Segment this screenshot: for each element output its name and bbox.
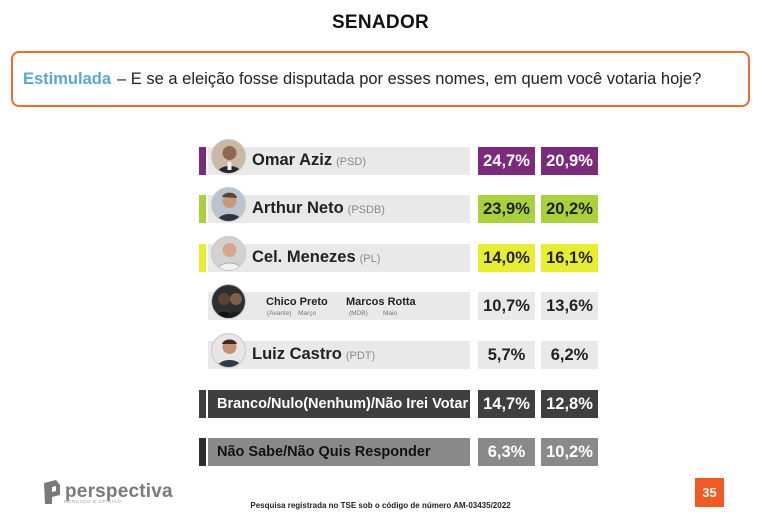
perspectiva-logo: perspectiva MERCADO E OPINIÃO — [42, 479, 173, 505]
candidate-name: Omar Aziz (PSD) — [252, 151, 366, 170]
page-title: SENADOR — [331, 12, 430, 33]
candidate-party: (PSDB) — [347, 204, 385, 216]
candidate-label-bar — [208, 195, 470, 223]
candidate-name: Cel. Menezes (PL) — [252, 248, 380, 267]
question-text: – E se a eleição fosse disputada por ess… — [117, 69, 702, 88]
dark-accent-bar — [199, 390, 206, 418]
value-box-1: 14,0% — [478, 244, 535, 272]
candidate-name-text: Cel. Menezes — [252, 248, 356, 266]
yellow-accent-bar — [199, 244, 206, 272]
candidate-label-bar — [208, 147, 470, 175]
green-accent-bar — [199, 195, 206, 223]
value-box-1: 6,3% — [478, 438, 535, 466]
avatar — [211, 333, 246, 368]
value-box-1: 24,7% — [478, 147, 535, 175]
candidate-name: Luiz Castro (PDT) — [252, 345, 375, 364]
purple-accent-bar — [199, 147, 206, 175]
candidate-label-bar — [208, 341, 470, 369]
value-box-2: 10,2% — [541, 438, 598, 466]
value-box-1: 5,7% — [478, 341, 535, 369]
logo-icon — [44, 480, 60, 504]
value-box-2: 16,1% — [541, 244, 598, 272]
candidate-party-a: (Avante) — [267, 310, 292, 317]
option-label: Não Sabe/Não Quis Responder — [208, 438, 470, 466]
avatar — [211, 284, 246, 319]
candidate-label-bar — [208, 244, 470, 272]
candidate-name-text: Luiz Castro — [252, 345, 342, 363]
candidate-party: (PL) — [359, 253, 381, 265]
value-box-2: 12,8% — [541, 390, 598, 418]
candidate-month-b: Maio — [383, 310, 398, 317]
question-lead: Estimulada — [23, 69, 112, 88]
value-box-2: 20,2% — [541, 195, 598, 223]
logo-wordmark: perspectiva — [65, 481, 173, 502]
candidate-name-a: Chico Preto — [266, 296, 328, 308]
candidate-party: (PSD) — [336, 156, 367, 168]
value-box-2: 6,2% — [541, 341, 598, 369]
dark-accent-bar — [199, 438, 206, 466]
value-box-1: 10,7% — [478, 292, 535, 320]
footer-note: Pesquisa registrada no TSE sob o código … — [250, 501, 511, 510]
value-box-2: 20,9% — [541, 147, 598, 175]
avatar — [211, 236, 246, 271]
option-label: Branco/Nulo(Nenhum)/Não Irei Votar — [208, 390, 470, 418]
logo-tagline: MERCADO E OPINIÃO — [64, 499, 122, 504]
value-box-1: 23,9% — [478, 195, 535, 223]
candidate-name: Arthur Neto (PSDB) — [252, 199, 385, 218]
avatar — [211, 139, 246, 174]
candidate-name-text: Arthur Neto — [252, 199, 344, 217]
value-box-2: 13,6% — [541, 292, 598, 320]
avatar — [211, 187, 246, 222]
question-box: Estimulada – E se a eleição fosse disput… — [11, 51, 750, 107]
candidate-party-b: (MDB) — [349, 310, 368, 317]
candidate-label-bar — [208, 292, 470, 320]
candidate-month-a: Março — [298, 310, 317, 317]
candidate-name-b: Marcos Rotta — [346, 296, 416, 308]
candidate-party: (PDT) — [345, 350, 376, 362]
candidate-name-text: Omar Aziz — [252, 151, 333, 169]
value-box-1: 14,7% — [478, 390, 535, 418]
page-number: 35 — [695, 478, 724, 507]
